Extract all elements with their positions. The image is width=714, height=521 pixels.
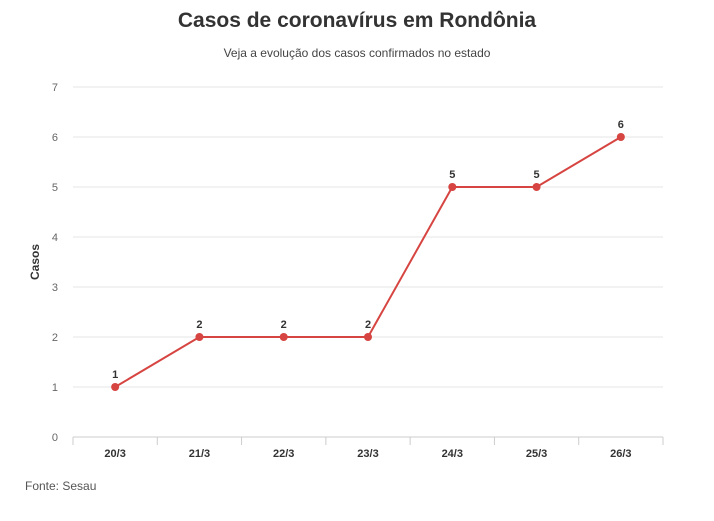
y-tick-label: 0 [52,432,58,444]
data-point [616,133,625,141]
x-tick-label: 24/3 [442,448,463,460]
y-tick-label: 2 [52,332,58,344]
data-label: 2 [196,319,202,331]
y-tick-label: 1 [52,382,58,394]
x-tick-label: 26/3 [610,448,631,460]
x-tick-label: 21/3 [189,448,210,460]
data-point [195,333,204,341]
data-label: 5 [449,169,455,181]
data-label: 6 [618,119,624,131]
y-tick-label: 5 [52,182,58,194]
series-line [114,136,622,388]
series-casos [111,133,625,391]
y-tick-label: 3 [52,282,58,294]
x-tick-label: 23/3 [357,448,378,460]
x-tick-label: 22/3 [273,448,294,460]
data-label: 5 [534,169,540,181]
y-tick-label: 4 [52,232,58,244]
source-note: Fonte: Sesau [25,479,97,493]
data-point [532,183,541,191]
x-axis-ticks: 20/3 21/3 22/3 23/3 24/3 25/3 26/3 [104,448,631,460]
x-axis [72,436,664,445]
y-tick-label: 6 [52,132,58,144]
data-label: 2 [281,319,287,331]
data-point [279,333,288,341]
gridlines [73,86,663,388]
data-point [111,383,120,391]
y-tick-label: 7 [52,82,58,94]
chart-title: Casos de coronavírus em Rondônia [177,9,537,32]
y-axis-ticks: 0 1 2 3 4 5 6 7 [52,82,58,444]
x-tick-label: 20/3 [104,448,125,460]
chart-subtitle: Veja a evolução dos casos confirmados no… [223,46,491,60]
data-labels: 1 2 2 2 5 5 6 [112,119,624,381]
x-tick-label: 25/3 [526,448,547,460]
y-axis-label: Casos [28,244,42,280]
data-label: 2 [365,319,371,331]
data-point [364,333,372,341]
data-point [448,183,457,191]
data-label: 1 [112,369,118,381]
